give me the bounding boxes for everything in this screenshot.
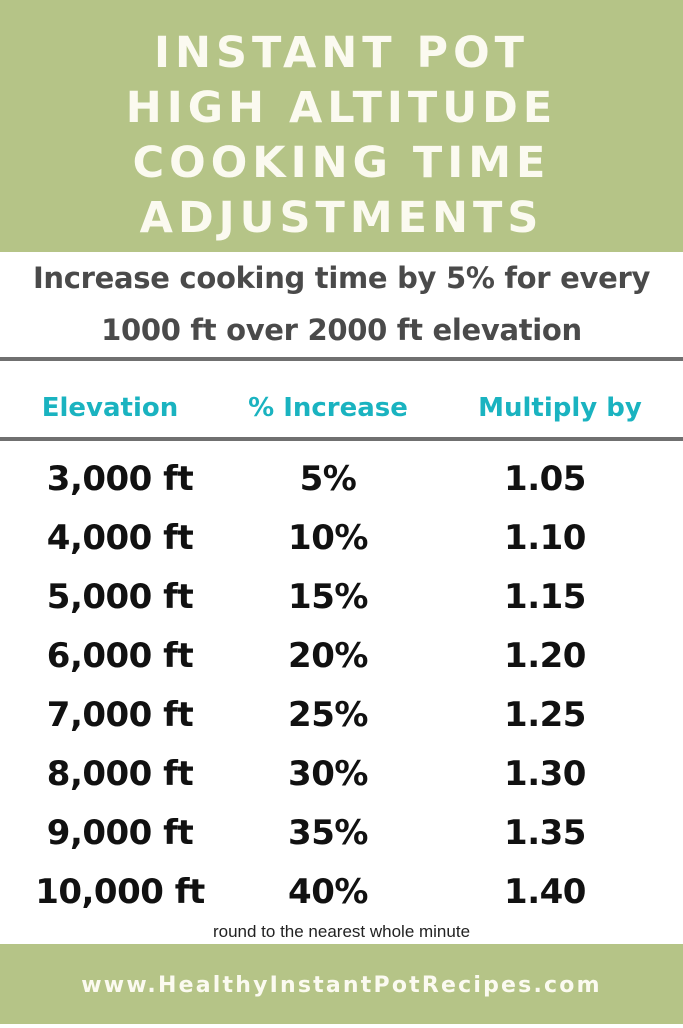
multiplier-cell: 1.40 <box>504 872 586 912</box>
percent-cell: 15% <box>288 577 368 617</box>
elevation-cell: 9,000 ft <box>46 813 194 853</box>
title-line-2: HIGH ALTITUDE <box>125 83 558 133</box>
column-header-elevation: Elevation <box>41 393 179 423</box>
rounding-note: round to the nearest whole minute <box>212 922 471 941</box>
title-line-4: ADJUSTMENTS <box>139 193 544 243</box>
multiplier-cell: 1.30 <box>504 754 586 794</box>
table-row: 6,000 ft 20% 1.20 <box>0 627 683 686</box>
elevation-cell: 6,000 ft <box>46 636 194 676</box>
percent-cell: 5% <box>299 459 357 499</box>
percent-cell: 40% <box>288 872 368 912</box>
title-line-3: COOKING TIME <box>132 138 551 188</box>
table-row: 9,000 ft 35% 1.35 <box>0 804 683 863</box>
multiplier-cell: 1.25 <box>504 695 586 735</box>
multiplier-cell: 1.10 <box>504 518 586 558</box>
elevation-cell: 7,000 ft <box>46 695 194 735</box>
subtitle-line-2: 1000 ft over 2000 ft elevation <box>101 313 582 347</box>
subtitle-line-1: Increase cooking time by 5% for every <box>32 261 651 295</box>
table-row: 7,000 ft 25% 1.25 <box>0 686 683 745</box>
elevation-cell: 8,000 ft <box>46 754 194 794</box>
elevation-cell: 10,000 ft <box>35 872 205 912</box>
table-row: 10,000 ft 40% 1.40 <box>0 863 683 922</box>
column-header-multiply-by: Multiply by <box>478 393 642 423</box>
table-row: 8,000 ft 30% 1.30 <box>0 745 683 804</box>
multiplier-cell: 1.15 <box>504 577 586 617</box>
title-banner: INSTANT POT HIGH ALTITUDE COOKING TIME A… <box>0 0 683 252</box>
multiplier-cell: 1.05 <box>504 459 586 499</box>
percent-cell: 25% <box>288 695 368 735</box>
multiplier-cell: 1.20 <box>504 636 586 676</box>
divider-top <box>0 357 683 361</box>
elevation-cell: 4,000 ft <box>46 518 194 558</box>
website-link[interactable]: www.HealthyInstantPotRecipes.com <box>81 973 602 998</box>
percent-cell: 35% <box>288 813 368 853</box>
divider-header <box>0 437 683 441</box>
title-line-1: INSTANT POT <box>154 28 529 78</box>
percent-cell: 30% <box>288 754 368 794</box>
table-row: 4,000 ft 10% 1.10 <box>0 509 683 568</box>
percent-cell: 20% <box>288 636 368 676</box>
footer-banner: www.HealthyInstantPotRecipes.com <box>0 944 683 1024</box>
table-row: 3,000 ft 5% 1.05 <box>0 450 683 509</box>
table-row: 5,000 ft 15% 1.15 <box>0 568 683 627</box>
elevation-cell: 5,000 ft <box>46 577 194 617</box>
column-header-percent-increase: % Increase <box>248 393 408 423</box>
percent-cell: 10% <box>288 518 368 558</box>
multiplier-cell: 1.35 <box>504 813 586 853</box>
elevation-cell: 3,000 ft <box>46 459 194 499</box>
